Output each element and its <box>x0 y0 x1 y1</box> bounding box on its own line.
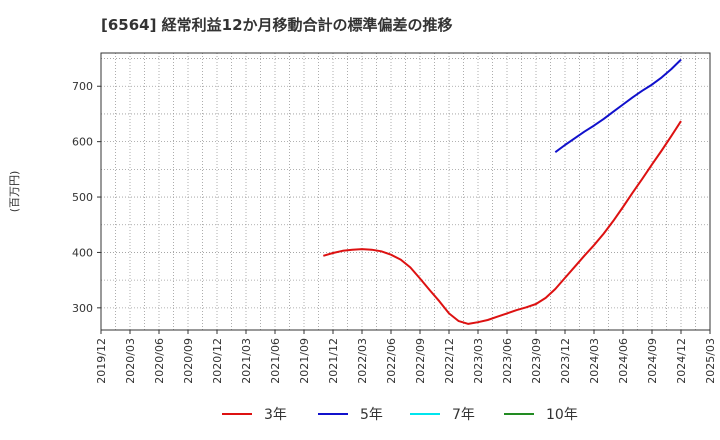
series-layer <box>323 58 682 325</box>
x-tick-label: 2022/12 <box>443 338 456 384</box>
x-tick-label: 2022/03 <box>356 338 369 384</box>
x-tick-label: 2024/12 <box>675 338 688 384</box>
series-line-5年 <box>554 58 682 154</box>
x-tick-label: 2021/03 <box>240 338 253 384</box>
x-axis: 2019/12 2020/03 2020/06 2020/09 2020/12 2021/… <box>95 330 717 384</box>
x-tick-label: 2024/09 <box>646 338 659 384</box>
x-tick-label: 2021/06 <box>269 338 282 384</box>
legend-label-3年: 3年 <box>264 407 287 423</box>
legend: 3年 5年 7年 10年 <box>222 407 578 423</box>
y-tick-label: 300 <box>72 302 93 315</box>
x-tick-label: 2020/06 <box>153 338 166 384</box>
x-tick-label: 2020/12 <box>211 338 224 384</box>
plot-frame <box>100 52 711 331</box>
x-tick-label: 2020/03 <box>124 338 137 384</box>
x-tick-label: 2025/03 <box>704 338 717 384</box>
y-axis-label: (百万円) <box>8 171 21 213</box>
chart-title: [6564] 経常利益12か月移動合計の標準偏差の推移 <box>101 16 453 34</box>
x-tick-label: 2020/09 <box>182 338 195 384</box>
legend-label-7年: 7年 <box>452 407 475 423</box>
legend-label-5年: 5年 <box>360 407 383 423</box>
y-tick-label: 500 <box>72 191 93 204</box>
x-tick-label: 2023/06 <box>501 338 514 384</box>
grid <box>101 53 710 330</box>
x-tick-label: 2021/12 <box>327 338 340 384</box>
x-tick-label: 2024/06 <box>617 338 630 384</box>
series-line-3年 <box>323 120 682 325</box>
x-tick-label: 2022/09 <box>414 338 427 384</box>
legend-label-10年: 10年 <box>546 407 578 423</box>
y-tick-label: 600 <box>72 136 93 149</box>
x-tick-label: 2019/12 <box>95 338 108 384</box>
x-tick-label: 2023/03 <box>472 338 485 384</box>
x-tick-label: 2023/12 <box>559 338 572 384</box>
x-tick-label: 2023/09 <box>530 338 543 384</box>
x-tick-label: 2024/03 <box>588 338 601 384</box>
x-tick-label: 2021/09 <box>298 338 311 384</box>
y-axis: 300 400 500 600 700 <box>72 80 101 315</box>
y-tick-label: 400 <box>72 246 93 259</box>
y-tick-label: 700 <box>72 80 93 93</box>
x-tick-label: 2022/06 <box>385 338 398 384</box>
